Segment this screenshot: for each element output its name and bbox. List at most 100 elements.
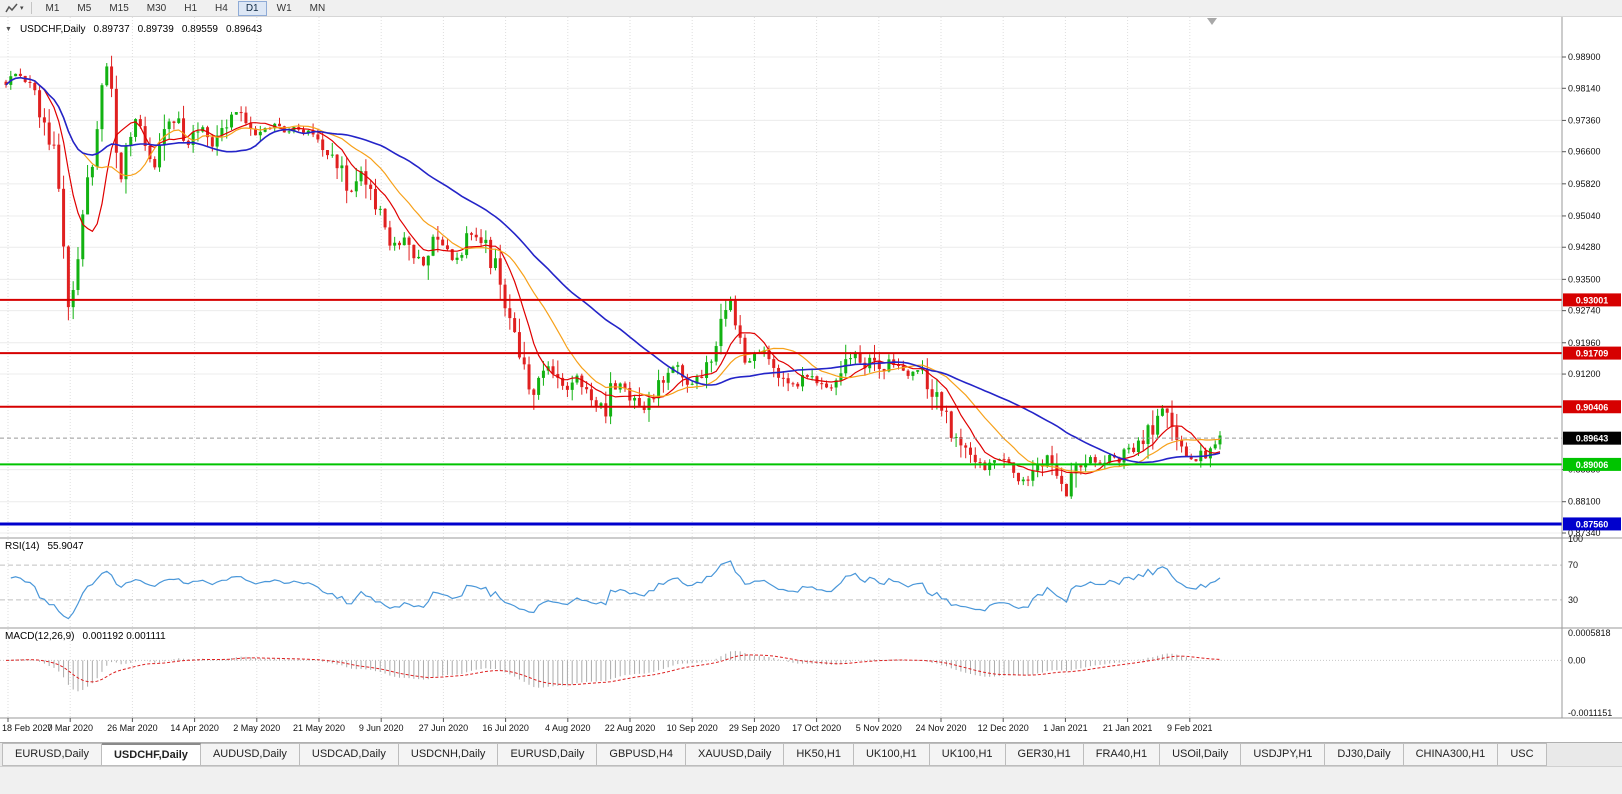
chart-tab-audusd-daily[interactable]: AUDUSD,Daily (200, 743, 300, 766)
chart-tab-dj30-daily[interactable]: DJ30,Daily (1325, 743, 1404, 766)
chart-tab-china300-h1[interactable]: CHINA300,H1 (1403, 743, 1499, 766)
price-axis-label[interactable]: 0.91960 (1568, 338, 1601, 348)
candles (4, 55, 1222, 499)
price-axis-label[interactable]: 0.95040 (1568, 211, 1601, 221)
moving-average-medium (5, 77, 1221, 473)
chart-tab-eurusd-daily[interactable]: EURUSD,Daily (2, 743, 102, 766)
close-value: 0.89643 (225, 24, 263, 35)
price-axis-label[interactable]: 0.98140 (1568, 83, 1601, 93)
svg-text:0.87560: 0.87560 (1576, 519, 1609, 529)
rsi-pane (0, 560, 1562, 620)
moving-average-fast (5, 77, 1221, 475)
price-axis-label[interactable]: 0.95820 (1568, 179, 1601, 189)
svg-text:0.90406: 0.90406 (1576, 402, 1609, 412)
horizontal-lines (0, 298, 1562, 526)
timeframe-button-m1[interactable]: M1 (45, 2, 60, 14)
moving-average-slow (5, 76, 1221, 464)
price-axis-label[interactable]: 0.94280 (1568, 242, 1601, 252)
timeframe-button-m5[interactable]: M5 (77, 2, 92, 14)
timeframe-button-h1[interactable]: H1 (184, 2, 198, 14)
date-axis-label[interactable]: 24 Nov 2020 (915, 723, 966, 733)
price-axis-label[interactable]: 0.98900 (1568, 52, 1601, 62)
price-axis-label[interactable]: 0.91200 (1568, 369, 1601, 379)
chart-legend: ▼ USDCHF,Daily 0.89737 0.89739 0.89559 0… (5, 24, 262, 35)
chart-tab-uk100-h1[interactable]: UK100,H1 (853, 743, 930, 766)
chart-type-button[interactable]: ▾ (3, 1, 26, 16)
chart-tab-usc[interactable]: USC (1498, 743, 1547, 766)
date-axis-label[interactable]: 18 Feb 2020 (2, 723, 53, 733)
chart-tab-hk50-h1[interactable]: HK50,H1 (784, 743, 854, 766)
chart-tab-ger30-h1[interactable]: GER30,H1 (1005, 743, 1084, 766)
dropdown-caret-icon: ▾ (20, 4, 24, 12)
date-axis-label[interactable]: 17 Oct 2020 (792, 723, 841, 733)
macd-axis-label: 0.0005818 (1568, 628, 1611, 638)
chart-tab-xauusd-daily[interactable]: XAUUSD,Daily (685, 743, 785, 766)
toolbar-separator (30, 2, 32, 14)
macd-signal-line (5, 654, 1221, 686)
timeframe-button-w1[interactable]: W1 (276, 2, 292, 14)
price-axis-label[interactable]: 0.87340 (1568, 528, 1601, 538)
svg-text:0.93001: 0.93001 (1576, 295, 1609, 305)
date-axis-label[interactable]: 4 Aug 2020 (545, 723, 591, 733)
chart-tab-gbpusd-h4[interactable]: GBPUSD,H4 (597, 743, 686, 766)
chart-tab-usoil-daily[interactable]: USOil,Daily (1160, 743, 1242, 766)
chart-area[interactable]: 0.98900 0.98140 0.97360 0.96600 0.95820 0.950… (0, 17, 1622, 742)
chart-symbol-title: USDCHF,Daily (19, 24, 86, 35)
timeframe-button-m30[interactable]: M30 (146, 2, 167, 14)
chart-tab-usdcad-daily[interactable]: USDCAD,Daily (299, 743, 399, 766)
date-axis-label[interactable]: 12 Dec 2020 (978, 723, 1029, 733)
date-axis-label[interactable]: 14 Apr 2020 (170, 723, 219, 733)
price-badge (1563, 517, 1621, 531)
date-axis-label[interactable]: 10 Sep 2020 (667, 723, 718, 733)
chart-shift-marker[interactable] (1207, 18, 1217, 25)
price-badge (1563, 457, 1621, 471)
date-axis-label[interactable]: 27 Jun 2020 (419, 723, 469, 733)
date-axis-label[interactable]: 26 Mar 2020 (107, 723, 158, 733)
rsi-axis-label: 100 (1568, 534, 1583, 544)
price-axis-label[interactable]: 0.96600 (1568, 147, 1601, 157)
price-axis-label[interactable]: 0.92740 (1568, 306, 1601, 316)
price-axis-label[interactable]: 0.88100 (1568, 497, 1601, 507)
svg-text:0.89006: 0.89006 (1576, 460, 1609, 470)
price-axis-label[interactable]: 0.97360 (1568, 115, 1601, 125)
timeframe-button-h4[interactable]: H4 (215, 2, 228, 14)
grid (0, 17, 1562, 718)
macd-axis-label: 0.00 (1568, 655, 1586, 665)
rsi-value: 55.9047 (47, 541, 84, 552)
rsi-axis-label: 30 (1568, 595, 1578, 605)
date-axis-label[interactable]: 5 Nov 2020 (856, 723, 902, 733)
axes: 0.98900 0.98140 0.97360 0.96600 0.95820 0.950… (0, 17, 1622, 733)
timeframe-buttons: M1 M5 M15 M30 H1 H4 D1 W1 MN (37, 0, 335, 16)
macd-pane (0, 650, 1562, 692)
price-badge (1563, 431, 1621, 445)
date-axis-label[interactable]: 9 Jun 2020 (359, 723, 404, 733)
symbol-expand-icon[interactable]: ▼ (5, 26, 12, 33)
macd-axis-label: -0.0011151 (1568, 708, 1612, 718)
date-axis-label[interactable]: 16 Jul 2020 (482, 723, 529, 733)
date-axis-label[interactable]: 22 Aug 2020 (605, 723, 656, 733)
chart-tab-fra40-h1[interactable]: FRA40,H1 (1083, 743, 1161, 766)
high-value: 0.89739 (137, 24, 174, 35)
chart-tab-uk100-h1[interactable]: UK100,H1 (929, 743, 1006, 766)
chart-tab-usdcnh-daily[interactable]: USDCNH,Daily (398, 743, 499, 766)
chart-tab-usdchf-daily[interactable]: USDCHF,Daily (101, 743, 201, 766)
price-axis-label[interactable]: 0.93500 (1568, 274, 1601, 284)
price-badge (1563, 400, 1621, 414)
date-axis-label[interactable]: 29 Sep 2020 (729, 723, 780, 733)
date-axis-label[interactable]: 21 Jan 2021 (1103, 723, 1153, 733)
timeframe-button-m15[interactable]: M15 (109, 2, 129, 14)
chart-tab-eurusd-daily[interactable]: EURUSD,Daily (498, 743, 598, 766)
date-axis-label[interactable]: 21 May 2020 (293, 723, 345, 733)
date-axis-label[interactable]: 2 May 2020 (233, 723, 280, 733)
date-axis-label[interactable]: 1 Jan 2021 (1043, 723, 1088, 733)
timeframe-button-d1[interactable]: D1 (237, 0, 267, 16)
rsi-legend: RSI(14) 55.9047 (5, 541, 84, 552)
rsi-line (10, 560, 1221, 620)
low-value: 0.89559 (181, 24, 218, 35)
date-axis-label[interactable]: 7 Mar 2020 (47, 723, 93, 733)
timeframe-button-mn[interactable]: MN (309, 2, 326, 14)
chart-tab-usdjpy-h1[interactable]: USDJPY,H1 (1241, 743, 1326, 766)
toolbar: ▾ M1 M5 M15 M30 H1 H4 D1 W1 MN (0, 0, 1622, 17)
date-axis-label[interactable]: 9 Feb 2021 (1167, 723, 1213, 733)
